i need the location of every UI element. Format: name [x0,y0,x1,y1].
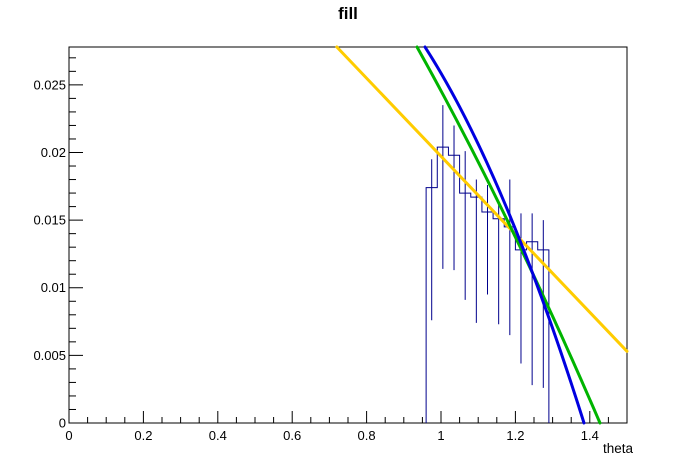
x-tick-label: 1.4 [581,428,599,443]
y-tick-label: 0.02 [41,145,66,160]
x-tick-label: 0.6 [283,428,301,443]
x-tick-label: 1.2 [506,428,524,443]
y-tick-label: 0.025 [33,77,66,92]
x-tick-label: 1 [437,428,444,443]
y-tick-label: 0.005 [33,348,66,363]
x-tick-label: 0.8 [358,428,376,443]
fit-yellow [335,45,629,353]
fit-blue [423,45,586,425]
y-tick-label: 0.015 [33,213,66,228]
x-tick-label: 0 [65,428,72,443]
x-tick-label: 0.2 [134,428,152,443]
fit-green [415,45,602,425]
x-axis-title: theta [602,441,633,456]
plot-title: fill [338,4,358,23]
y-tick-label: 0 [59,416,66,431]
y-tick-label: 0.01 [41,280,66,295]
x-tick-label: 0.4 [209,428,227,443]
